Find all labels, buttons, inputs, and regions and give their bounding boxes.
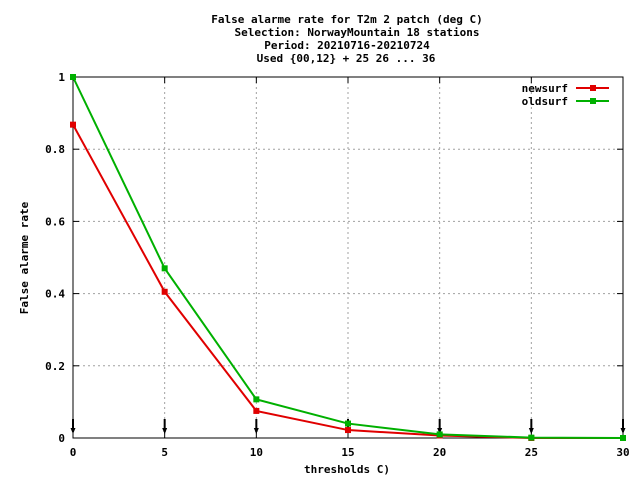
x-axis-label: thresholds C) <box>304 463 390 476</box>
title-line-2: Selection: NorwayMountain 18 stations <box>234 26 479 39</box>
x-tick-label: 10 <box>250 446 263 459</box>
legend-label-oldsurf: oldsurf <box>522 95 568 108</box>
x-tick-label: 20 <box>433 446 446 459</box>
data-point-oldsurf <box>345 420 351 427</box>
series-line-newsurf <box>72 124 623 439</box>
data-point-newsurf <box>345 427 351 434</box>
data-point-oldsurf <box>620 435 626 441</box>
threshold-arrowhead <box>253 428 259 434</box>
data-point-oldsurf <box>528 434 535 441</box>
x-tick-label: 5 <box>161 446 168 459</box>
series-lines <box>70 74 626 441</box>
legend-label-newsurf: newsurf <box>522 82 568 95</box>
y-tick-label: 0.4 <box>45 288 65 301</box>
data-point-oldsurf <box>161 265 168 272</box>
y-tick-label: 0.6 <box>45 215 65 228</box>
legend: newsurf oldsurf <box>522 82 609 108</box>
threshold-arrowhead <box>437 428 443 434</box>
legend-marker-oldsurf <box>590 98 596 104</box>
title-line-4: Used {00,12} + 25 26 ... 36 <box>257 52 436 65</box>
y-tick-label: 0.2 <box>45 360 65 373</box>
y-tick-label: 0.8 <box>45 143 65 156</box>
title-line-1: False alarme rate for T2m 2 patch (deg C… <box>211 13 483 26</box>
axis-ticks: 00.20.40.60.810 5 10 15 20 25 30 <box>45 71 630 459</box>
y-tick-label: 0 <box>58 432 65 445</box>
data-point-oldsurf <box>253 396 260 403</box>
legend-marker-newsurf <box>590 85 596 91</box>
data-point-newsurf <box>161 288 168 295</box>
threshold-arrowhead <box>528 428 534 434</box>
x-tick-label: 30 <box>616 446 629 459</box>
data-point-newsurf <box>253 407 260 414</box>
threshold-arrowhead <box>162 428 168 434</box>
title-line-3: Period: 20210716-20210724 <box>264 39 430 52</box>
x-tick-label: 15 <box>341 446 354 459</box>
x-tick-label: 0 <box>70 446 77 459</box>
x-tick-label: 25 <box>525 446 538 459</box>
grid-lines <box>73 77 623 438</box>
y-axis-label: False alarme rate <box>18 201 31 314</box>
y-tick-label: 1 <box>58 71 65 84</box>
data-point-oldsurf <box>70 74 76 80</box>
chart-title: False alarme rate for T2m 2 patch (deg C… <box>211 13 483 65</box>
data-point-newsurf <box>70 121 76 128</box>
data-point-oldsurf <box>436 431 443 438</box>
